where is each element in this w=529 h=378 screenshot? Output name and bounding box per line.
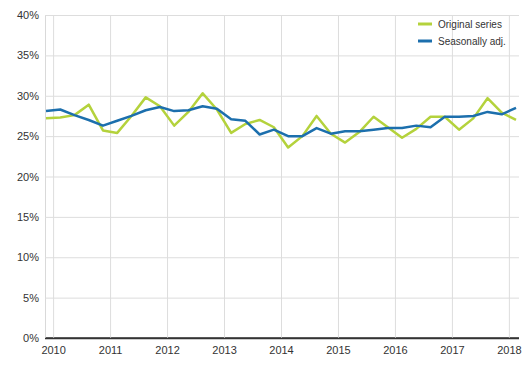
legend-label: Seasonally adj. [438, 36, 506, 47]
y-tick: 5% [23, 292, 519, 304]
y-tick-label: 40% [17, 9, 39, 21]
y-tick: 15% [17, 211, 519, 223]
y-grid-line [45, 298, 519, 299]
y-tick: 20% [17, 171, 519, 183]
y-grid-line [45, 217, 519, 218]
x-tick: 2016 [383, 15, 407, 356]
y-grid-line [45, 338, 519, 340]
series-line [46, 93, 516, 147]
x-tick: 2012 [155, 15, 179, 356]
y-axis-line [46, 16, 520, 339]
y-tick-label: 20% [17, 171, 39, 183]
legend: Original series Seasonally adj. [418, 19, 506, 47]
y-tick: 10% [17, 251, 519, 263]
y-tick-label: 30% [17, 90, 39, 102]
x-tick: 2011 [99, 15, 123, 356]
series-line [46, 106, 516, 136]
legend-label: Original series [438, 19, 502, 30]
x-tick-label: 2014 [269, 344, 293, 356]
y-tick-label: 25% [17, 130, 39, 142]
y-grid-line [45, 257, 519, 258]
chart: 2010 2011 2012 2013 2014 2015 2016 2017 2018 0% 5%… [0, 0, 529, 378]
x-axis: 2010 2011 2012 2013 2014 2015 2016 2017 2018 [41, 15, 521, 356]
y-axis: 0% 5% 10% 15% 20% 25% 30% 35% 40% [17, 9, 519, 344]
x-tick: 2017 [440, 15, 464, 356]
y-tick-label: 0% [23, 332, 39, 344]
y-grid-line [45, 96, 519, 97]
y-grid-line [45, 15, 519, 16]
x-tick-label: 2018 [497, 344, 521, 356]
x-tick: 2018 [497, 15, 521, 356]
y-tick-label: 10% [17, 251, 39, 263]
x-tick-label: 2013 [212, 344, 236, 356]
x-tick: 2013 [212, 15, 236, 356]
x-tick-label: 2016 [383, 344, 407, 356]
y-tick-label: 15% [17, 211, 39, 223]
y-grid-line [45, 177, 519, 178]
y-tick: 35% [17, 49, 519, 61]
y-tick-label: 35% [17, 49, 39, 61]
plot-area [46, 93, 516, 147]
y-tick-label: 5% [23, 292, 39, 304]
x-tick-label: 2011 [99, 344, 123, 356]
legend-swatch [418, 40, 432, 43]
x-tick-label: 2012 [155, 344, 179, 356]
x-tick-label: 2010 [41, 344, 65, 356]
y-tick: 30% [17, 90, 519, 102]
x-tick: 2015 [326, 15, 350, 356]
x-tick: 2014 [269, 15, 293, 356]
x-tick-label: 2017 [440, 344, 464, 356]
x-tick-label: 2015 [326, 344, 350, 356]
y-grid-line [45, 55, 519, 56]
y-tick: 0% [23, 332, 519, 344]
legend-swatch [418, 23, 432, 26]
